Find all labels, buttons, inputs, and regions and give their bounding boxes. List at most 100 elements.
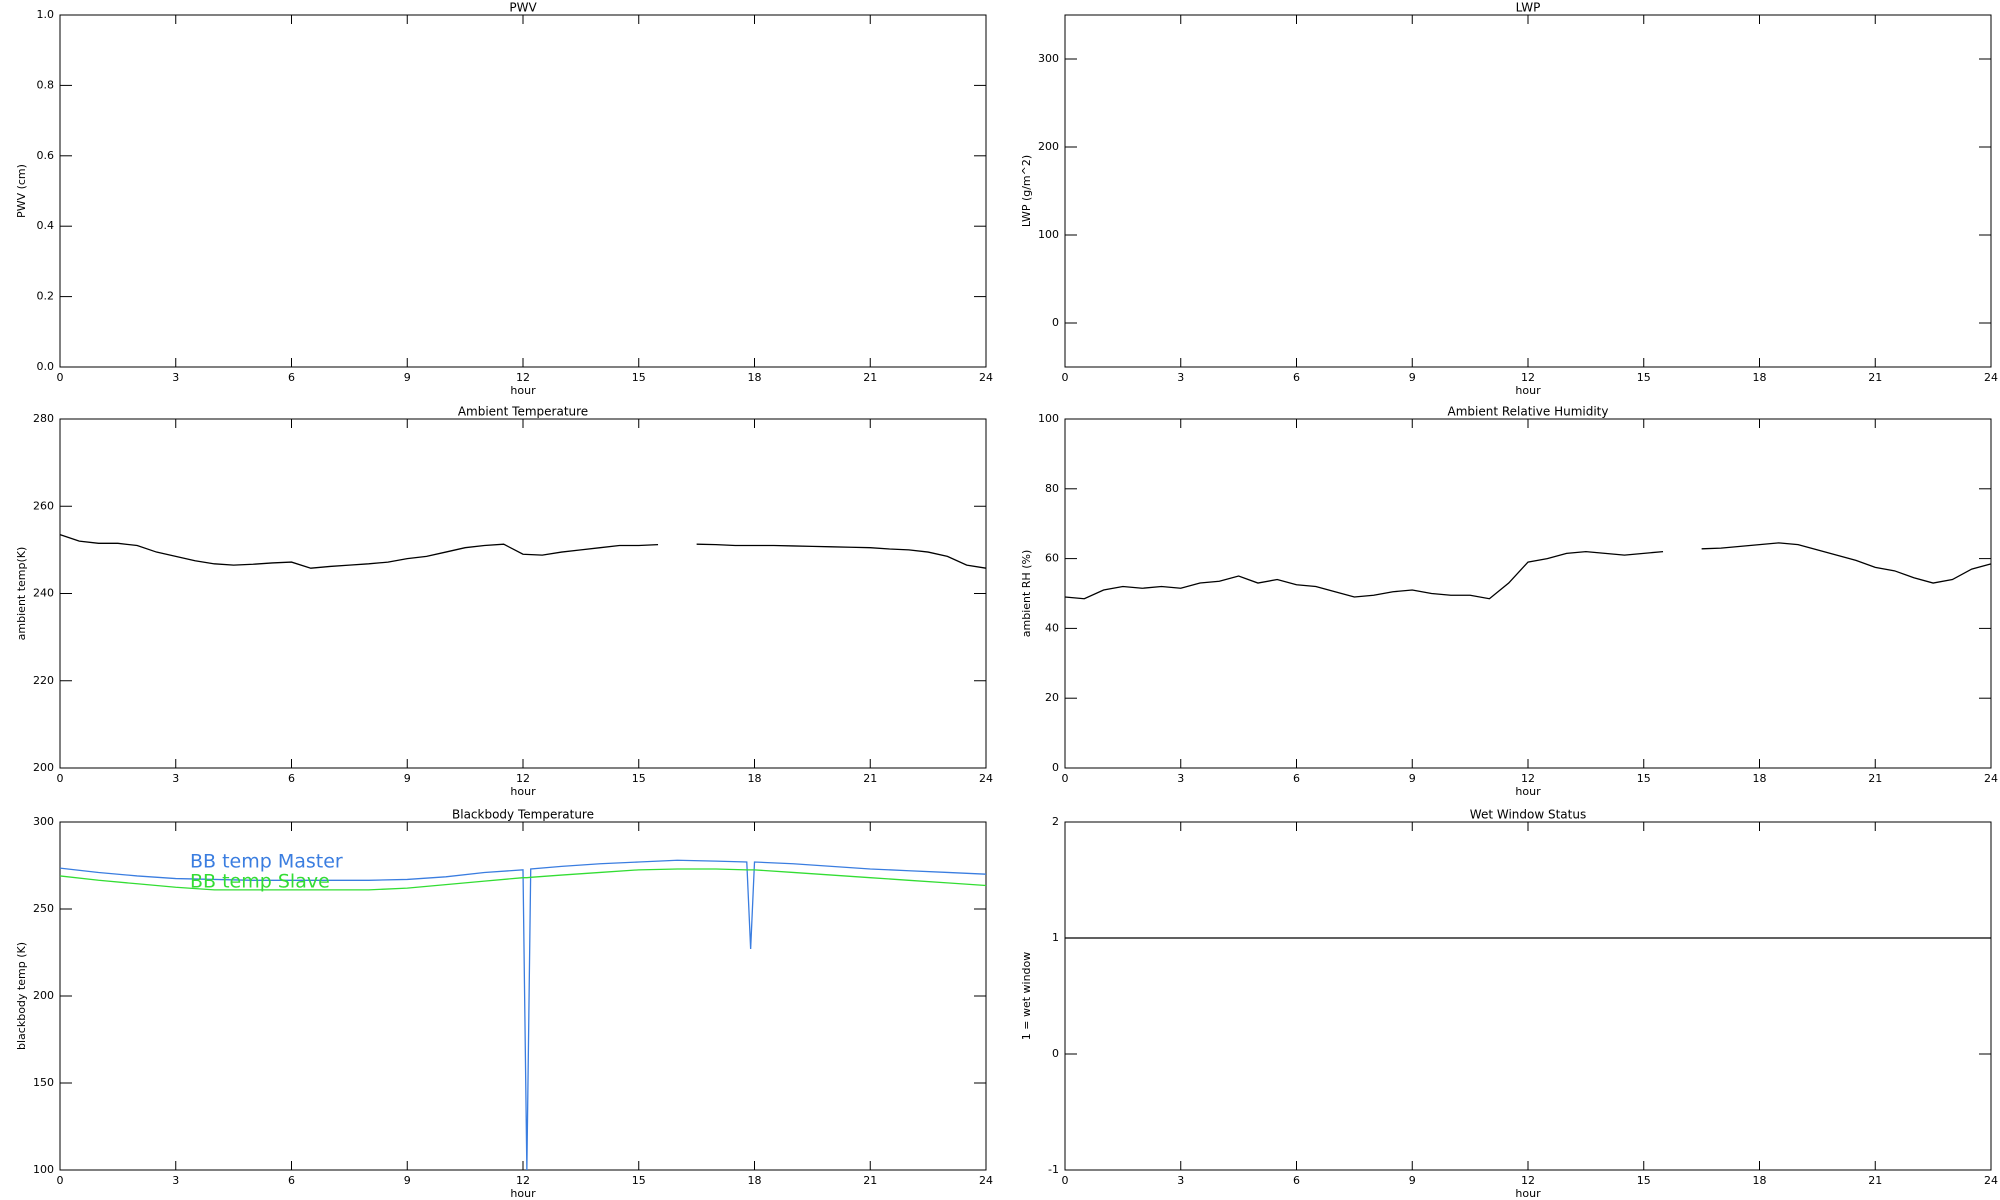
y-tick-label: 2 <box>1052 815 1059 828</box>
y-axis-label: ambient temp(K) <box>15 547 28 641</box>
x-tick-label: 24 <box>1984 772 1998 785</box>
x-tick-label: 24 <box>979 1174 993 1187</box>
x-tick-label: 6 <box>288 371 295 384</box>
x-tick-label: 18 <box>748 772 762 785</box>
x-tick-label: 12 <box>516 1174 530 1187</box>
y-tick-label: 0.0 <box>37 360 55 373</box>
x-tick-label: 6 <box>288 772 295 785</box>
x-tick-label: 9 <box>1409 371 1416 384</box>
x-tick-label: 18 <box>1753 1174 1767 1187</box>
y-tick-label: 1 <box>1052 931 1059 944</box>
x-tick-label: 6 <box>1293 772 1300 785</box>
x-tick-label: 0 <box>57 1174 64 1187</box>
y-tick-label: 200 <box>33 989 54 1002</box>
x-tick-label: 24 <box>1984 371 1998 384</box>
x-tick-label: 3 <box>1177 1174 1184 1187</box>
x-tick-label: 15 <box>1637 371 1651 384</box>
x-tick-label: 12 <box>1521 1174 1535 1187</box>
data-line <box>59 868 987 891</box>
x-tick-label: 12 <box>516 772 530 785</box>
x-tick-label: 6 <box>288 1174 295 1187</box>
x-axis-label: hour <box>510 384 536 397</box>
x-tick-label: 18 <box>748 371 762 384</box>
y-axis-label: blackbody temp (K) <box>15 942 28 1050</box>
x-axis-label: hour <box>1515 785 1541 798</box>
legend-entry: BB temp Master <box>190 851 343 873</box>
x-tick-label: 18 <box>1753 772 1767 785</box>
x-axis-label: hour <box>510 785 536 798</box>
y-tick-label: 60 <box>1045 552 1059 565</box>
y-tick-label: 200 <box>33 761 54 774</box>
y-tick-label: 260 <box>33 499 54 512</box>
x-tick-label: 12 <box>1521 772 1535 785</box>
x-tick-label: 0 <box>1062 1174 1069 1187</box>
chart-title: Wet Window Status <box>1470 808 1586 822</box>
x-tick-label: 15 <box>1637 772 1651 785</box>
y-tick-label: 300 <box>1038 52 1059 65</box>
y-tick-label: 150 <box>33 1076 54 1089</box>
x-tick-label: 3 <box>1177 772 1184 785</box>
x-tick-label: 9 <box>1409 1174 1416 1187</box>
y-tick-label: 250 <box>33 902 54 915</box>
x-tick-label: 15 <box>632 371 646 384</box>
x-axis-label: hour <box>510 1187 536 1200</box>
y-tick-label: 240 <box>33 587 54 600</box>
chart-title: PWV <box>509 1 537 15</box>
plot-frame <box>1064 821 1992 1171</box>
y-tick-label: 280 <box>33 412 54 425</box>
plot-frame <box>59 418 987 769</box>
chart-title: LWP <box>1516 1 1541 15</box>
data-line <box>1064 542 1992 600</box>
x-tick-label: 9 <box>404 371 411 384</box>
x-tick-label: 21 <box>1868 772 1882 785</box>
y-axis-label: PWV (cm) <box>15 164 28 218</box>
y-tick-label: 220 <box>33 674 54 687</box>
x-tick-label: 3 <box>172 772 179 785</box>
y-tick-label: 20 <box>1045 691 1059 704</box>
x-tick-label: 21 <box>863 772 877 785</box>
x-tick-label: 0 <box>1062 371 1069 384</box>
x-tick-label: 24 <box>979 371 993 384</box>
data-line <box>59 533 987 569</box>
y-tick-label: 0.2 <box>37 290 55 303</box>
y-tick-label: -1 <box>1048 1163 1059 1176</box>
x-tick-label: 21 <box>863 371 877 384</box>
y-tick-label: 80 <box>1045 482 1059 495</box>
x-axis-label: hour <box>1515 384 1541 397</box>
y-axis-label: ambient RH (%) <box>1020 550 1033 638</box>
y-axis-label: 1 = wet window <box>1020 952 1033 1041</box>
plot-frame <box>1064 14 1992 368</box>
x-tick-label: 9 <box>404 1174 411 1187</box>
plot-frame <box>1064 418 1992 769</box>
y-tick-label: 40 <box>1045 621 1059 634</box>
y-tick-label: 300 <box>33 815 54 828</box>
legend-entry: BB temp Slave <box>190 871 330 893</box>
y-tick-label: 1.0 <box>37 8 55 21</box>
x-tick-label: 6 <box>1293 371 1300 384</box>
x-tick-label: 15 <box>632 1174 646 1187</box>
y-tick-label: 0.6 <box>37 149 55 162</box>
x-tick-label: 21 <box>863 1174 877 1187</box>
x-tick-label: 18 <box>748 1174 762 1187</box>
x-tick-label: 15 <box>1637 1174 1651 1187</box>
x-tick-label: 18 <box>1753 371 1767 384</box>
x-tick-label: 3 <box>172 371 179 384</box>
x-tick-label: 0 <box>1062 772 1069 785</box>
y-tick-label: 100 <box>1038 412 1059 425</box>
x-tick-label: 3 <box>1177 371 1184 384</box>
x-tick-label: 24 <box>1984 1174 1998 1187</box>
x-tick-label: 21 <box>1868 371 1882 384</box>
y-tick-label: 0 <box>1052 316 1059 329</box>
x-tick-label: 21 <box>1868 1174 1882 1187</box>
y-tick-label: 0 <box>1052 761 1059 774</box>
y-tick-label: 0.8 <box>37 78 55 91</box>
y-axis-label: LWP (g/m^2) <box>1020 155 1033 227</box>
x-tick-label: 12 <box>516 371 530 384</box>
x-axis-label: hour <box>1515 1187 1541 1200</box>
y-tick-label: 100 <box>1038 228 1059 241</box>
y-tick-label: 0 <box>1052 1047 1059 1060</box>
x-tick-label: 12 <box>1521 371 1535 384</box>
x-tick-label: 0 <box>57 371 64 384</box>
